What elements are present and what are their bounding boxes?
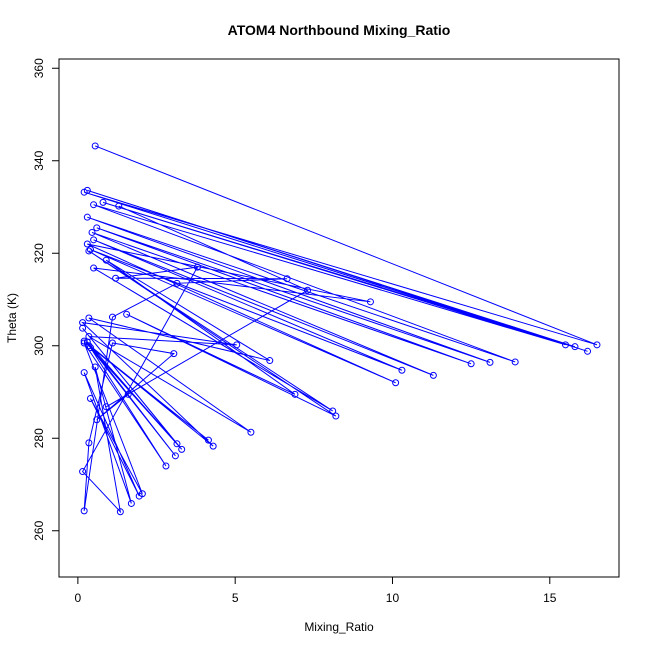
data-point <box>304 286 312 294</box>
data-point <box>83 240 91 248</box>
data-point <box>91 142 99 150</box>
data-point <box>329 407 337 415</box>
data-point <box>102 403 110 411</box>
data-point <box>124 390 132 398</box>
data-point <box>178 445 186 453</box>
data-point <box>83 213 91 221</box>
data-point <box>85 314 93 322</box>
series-line <box>81 145 598 514</box>
x-tick-label: 5 <box>232 591 239 605</box>
data-point <box>91 363 99 371</box>
data-point <box>204 436 212 444</box>
data-point <box>193 263 201 271</box>
x-tick-label: 15 <box>543 591 557 605</box>
data-point <box>102 256 110 264</box>
data-point <box>86 246 94 254</box>
x-axis: 0 5 10 15 <box>75 576 557 605</box>
data-point <box>93 224 101 232</box>
y-tick-label: 320 <box>32 243 46 263</box>
y-axis-label: Theta (K) <box>5 293 19 343</box>
y-tick-label: 260 <box>32 520 46 540</box>
data-point <box>108 339 116 347</box>
data-point <box>593 341 601 349</box>
data-point <box>115 202 123 210</box>
y-axis: 260 280 300 320 340 360 <box>32 58 60 541</box>
data-point <box>123 310 131 318</box>
chart-title: ATOM4 Northbound Mixing_Ratio <box>228 22 451 38</box>
data-point <box>86 394 94 402</box>
data-point <box>86 344 94 352</box>
data-point <box>173 279 181 287</box>
data-point <box>486 358 494 366</box>
data-point <box>283 275 291 283</box>
x-tick-label: 0 <box>75 591 82 605</box>
data-point <box>247 428 255 436</box>
y-tick-label: 340 <box>32 150 46 170</box>
data-point <box>429 371 437 379</box>
data-point <box>127 499 135 507</box>
data-point <box>584 347 592 355</box>
data-point <box>90 201 98 209</box>
data-point <box>366 298 374 306</box>
series-layer <box>79 142 601 516</box>
data-point <box>562 341 570 349</box>
data-point <box>511 358 519 366</box>
data-point <box>85 247 93 255</box>
data-point <box>108 313 116 321</box>
data-point <box>93 416 101 424</box>
data-point <box>80 337 88 345</box>
data-point <box>116 508 124 516</box>
data-point <box>332 412 340 420</box>
x-tick-label: 10 <box>386 591 400 605</box>
data-point <box>83 186 91 194</box>
x-axis-label: Mixing_Ratio <box>304 620 374 634</box>
data-point <box>209 442 217 450</box>
data-point <box>171 452 179 460</box>
data-point <box>80 339 88 347</box>
data-point <box>571 343 579 351</box>
data-point <box>173 440 181 448</box>
data-point <box>392 379 400 387</box>
data-point <box>83 338 91 346</box>
data-point <box>233 341 241 349</box>
y-tick-label: 300 <box>32 335 46 355</box>
data-point <box>266 357 274 365</box>
data-point <box>79 324 87 332</box>
y-tick-label: 280 <box>32 428 46 448</box>
data-point <box>88 228 96 236</box>
data-point <box>99 198 107 206</box>
data-point <box>85 439 93 447</box>
data-point <box>170 350 178 358</box>
data-point <box>467 360 475 368</box>
data-point <box>90 236 98 244</box>
data-point <box>291 390 299 398</box>
data-point <box>80 507 88 515</box>
data-point <box>80 369 88 377</box>
data-point <box>79 468 87 476</box>
data-point <box>112 274 120 282</box>
data-point <box>90 264 98 272</box>
y-tick-label: 360 <box>32 58 46 78</box>
data-point <box>135 492 143 500</box>
data-point <box>162 462 170 470</box>
data-point <box>398 366 406 374</box>
